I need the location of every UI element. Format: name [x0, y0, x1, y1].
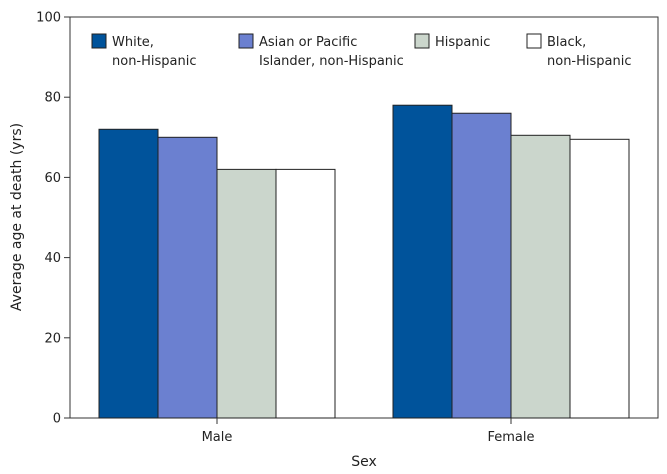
bar: [98, 128, 159, 419]
legend-swatch: [91, 33, 107, 49]
plot-frame: [69, 16, 659, 419]
legend: White, non-Hispanic Asian or Pacific Island…: [91, 33, 632, 69]
bar: [569, 138, 630, 419]
legend-label: Hispanic: [435, 35, 490, 50]
legend-label-line: Black,: [547, 35, 586, 50]
legend-label-line: Hispanic: [435, 35, 490, 50]
x-tick-label: Female: [487, 430, 534, 445]
legend-label-line: Islander, non-Hispanic: [259, 54, 404, 69]
bar: [451, 112, 512, 419]
bar: [216, 168, 277, 419]
x-axis: Male Female: [202, 418, 535, 445]
legend-label-line: White,: [112, 35, 154, 50]
bar: [275, 168, 336, 419]
legend-swatch: [238, 33, 254, 49]
bar: [392, 104, 453, 419]
y-tick-label: 0: [53, 412, 61, 427]
x-tick-label: Male: [202, 430, 233, 445]
bars-group: [98, 104, 630, 419]
y-axis-title: Average age at death (yrs): [9, 123, 25, 311]
legend-swatch: [414, 33, 430, 49]
legend-label: White, non-Hispanic: [112, 35, 197, 69]
bar: [157, 136, 218, 419]
legend-label-line: non-Hispanic: [547, 54, 632, 69]
legend-swatch: [526, 33, 542, 49]
y-tick-label: 40: [44, 251, 61, 266]
y-tick-label: 80: [44, 91, 61, 106]
bar: [510, 134, 571, 419]
legend-label-line: non-Hispanic: [112, 54, 197, 69]
y-tick-label: 20: [44, 331, 61, 346]
legend-label: Black, non-Hispanic: [547, 35, 632, 69]
y-axis: 0 20 40 60 80 100: [36, 11, 70, 427]
x-axis-title: Sex: [351, 454, 377, 470]
legend-label: Asian or Pacific Islander, non-Hispanic: [259, 35, 404, 69]
y-tick-label: 100: [36, 11, 61, 26]
legend-label-line: Asian or Pacific: [259, 35, 357, 50]
y-tick-label: 60: [44, 171, 61, 186]
